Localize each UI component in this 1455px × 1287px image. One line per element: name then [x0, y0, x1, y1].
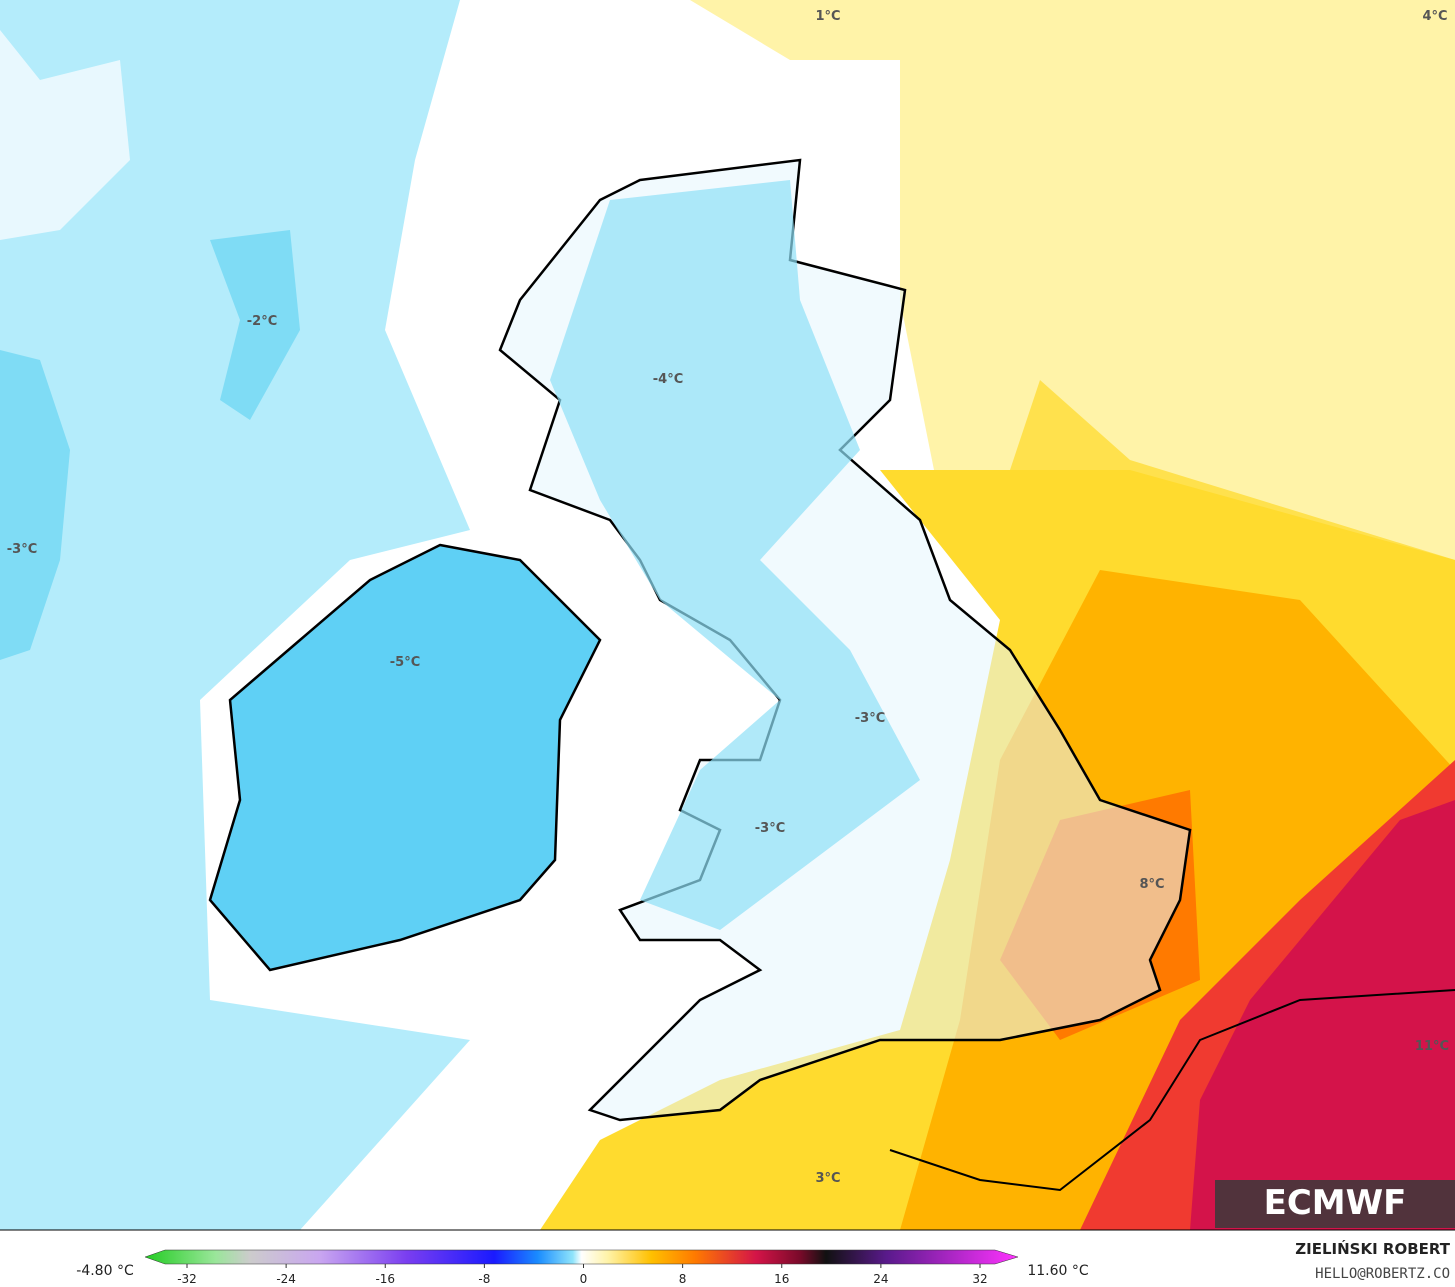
- colorbar-tick-label: -32: [177, 1272, 197, 1286]
- colorbar-tick-label: -8: [478, 1272, 490, 1286]
- contour-label: -4°C: [653, 372, 683, 387]
- cold-patch: [0, 350, 70, 660]
- colorbar-tick-label: 24: [873, 1272, 888, 1286]
- contour-label: -5°C: [390, 655, 420, 670]
- mild-zone: [690, 0, 1455, 600]
- contour-label: 11°C: [1415, 1039, 1449, 1054]
- ireland: [208, 543, 602, 972]
- continent-coast: [889, 989, 1455, 1192]
- colorbar-tick-label: 32: [972, 1272, 987, 1286]
- colorbar-tick-label: 8: [679, 1272, 687, 1286]
- contour-label: -3°C: [855, 711, 885, 726]
- cold-zone: [0, 0, 470, 1230]
- colorbar-scale: [144, 1249, 1019, 1265]
- colorbar: -4.80 °C 11.60 °C -32 -24 -16 -8 0 8 16 24 32: [76, 1249, 1089, 1286]
- contour-label: 1°C: [815, 9, 840, 24]
- contour-label: 4°C: [1422, 9, 1447, 24]
- map-area: 1°C 4°C -2°C -3°C -4°C -5°C -3°C -3°C 8°…: [0, 0, 1455, 1230]
- colorbar-max: 11.60 °C: [1027, 1263, 1089, 1279]
- logo-box: [1215, 1180, 1455, 1228]
- contour-label: 8°C: [1139, 877, 1164, 892]
- author-contact: HELLO@ROBERTZ.CO: [1315, 1266, 1450, 1282]
- pale-zone: [0, 30, 130, 240]
- colorbar-tick-label: -16: [375, 1272, 395, 1286]
- contour-label: -3°C: [7, 542, 37, 557]
- logo: ECMWF: [1264, 1183, 1407, 1223]
- cold-patch: [210, 230, 300, 420]
- cold-land: [550, 180, 920, 930]
- contour-label: -3°C: [755, 821, 785, 836]
- contour-label: 3°C: [815, 1171, 840, 1186]
- hottest-zone: [1190, 800, 1455, 1230]
- colorbar-tick-label: -24: [276, 1272, 296, 1286]
- contour-label: -2°C: [247, 314, 277, 329]
- colorbar-tick-label: 0: [580, 1272, 588, 1286]
- author-name: ZIELIŃSKI ROBERT: [1295, 1239, 1450, 1258]
- colorbar-min: -4.80 °C: [76, 1263, 134, 1279]
- colorbar-tick-label: 16: [774, 1272, 789, 1286]
